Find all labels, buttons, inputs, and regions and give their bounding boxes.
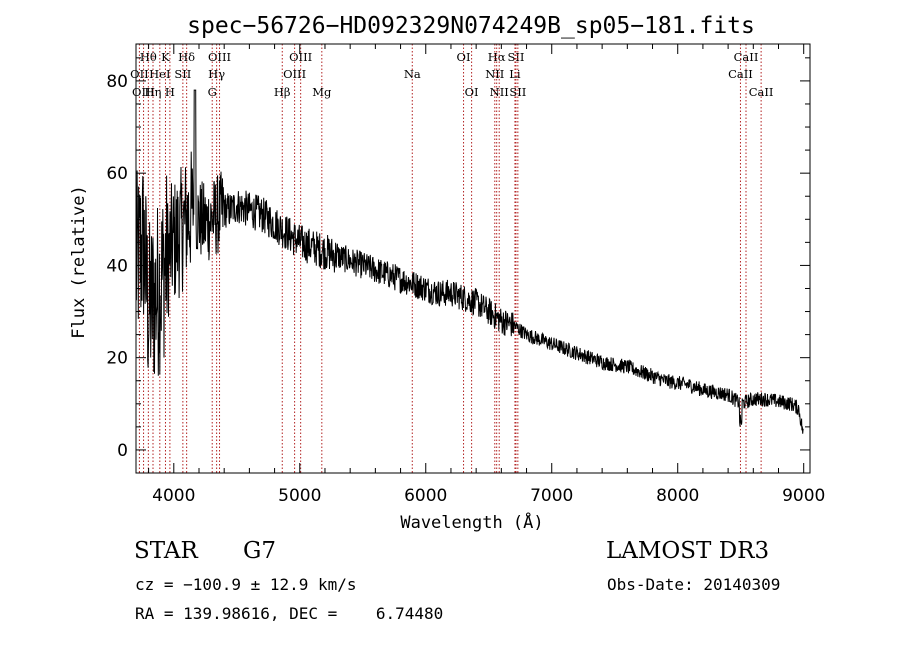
object-subclass: G7 — [243, 538, 277, 564]
line-label: CaII — [734, 50, 759, 64]
line-label: HeI — [149, 67, 170, 81]
y-tick-label: 0 — [117, 441, 128, 461]
redshift-velocity: cz = −100.9 ± 12.9 km/s — [135, 575, 357, 594]
line-label: OIII — [289, 50, 312, 64]
line-label: Mg — [312, 85, 332, 99]
line-label: SII — [174, 67, 191, 81]
y-tick-label: 20 — [106, 349, 128, 369]
line-label: OIII — [283, 67, 306, 81]
line-label: Hβ — [274, 85, 291, 99]
x-tick-label: 6000 — [404, 486, 447, 506]
survey-name: LAMOST DR3 — [606, 538, 770, 564]
line-markers: Hθ OII OIII K HeI Hη Hδ SII H OIII Hγ G OIII OIII Hβ Mg… — [130, 44, 773, 473]
y-tick-label: 60 — [106, 164, 128, 184]
line-label: OIII — [132, 85, 155, 99]
line-label: Hα — [488, 50, 506, 64]
line-label: H — [165, 85, 175, 99]
line-label: SII — [509, 85, 526, 99]
line-label: Hθ — [140, 50, 157, 64]
line-label: NII — [485, 67, 504, 81]
line-label: Hδ — [178, 50, 195, 64]
line-label: OI — [465, 85, 479, 99]
line-label: Li — [509, 67, 521, 81]
y-tick-label: 80 — [106, 72, 128, 92]
y-axis-label: Flux (relative) — [69, 185, 89, 339]
line-label: OI — [457, 50, 471, 64]
x-tick-label: 9000 — [782, 486, 825, 506]
x-tick-label: 5000 — [278, 486, 321, 506]
x-axis-label: Wavelength (Å) — [400, 511, 543, 533]
x-tick-label: 7000 — [530, 486, 573, 506]
line-label: CaII — [728, 67, 753, 81]
line-label: OII — [130, 67, 149, 81]
plot-frame — [135, 43, 811, 474]
object-type: STAR — [134, 538, 198, 564]
x-tick-label: 8000 — [656, 486, 699, 506]
line-label: SII — [507, 50, 524, 64]
observation-date: Obs-Date: 20140309 — [607, 575, 781, 594]
line-label: K — [161, 50, 170, 64]
x-tick-label: 4000 — [152, 486, 195, 506]
chart-title: spec−56726−HD092329N074249B_sp05−181.fit… — [187, 13, 755, 39]
line-label: OIII — [208, 50, 231, 64]
line-label: G — [208, 85, 217, 99]
line-label: Hη — [145, 85, 162, 99]
axis-ticks: 4000 5000 6000 7000 8000 9000 0 20 40 60 80 — [106, 44, 825, 506]
line-label: CaII — [749, 85, 774, 99]
line-label: Na — [404, 67, 421, 81]
coordinates: RA = 139.98616, DEC = 6.74480 — [135, 604, 444, 623]
line-label: NII — [490, 85, 509, 99]
spectrum-line — [135, 89, 804, 434]
line-label: Hγ — [208, 67, 225, 81]
y-tick-label: 40 — [106, 256, 128, 276]
